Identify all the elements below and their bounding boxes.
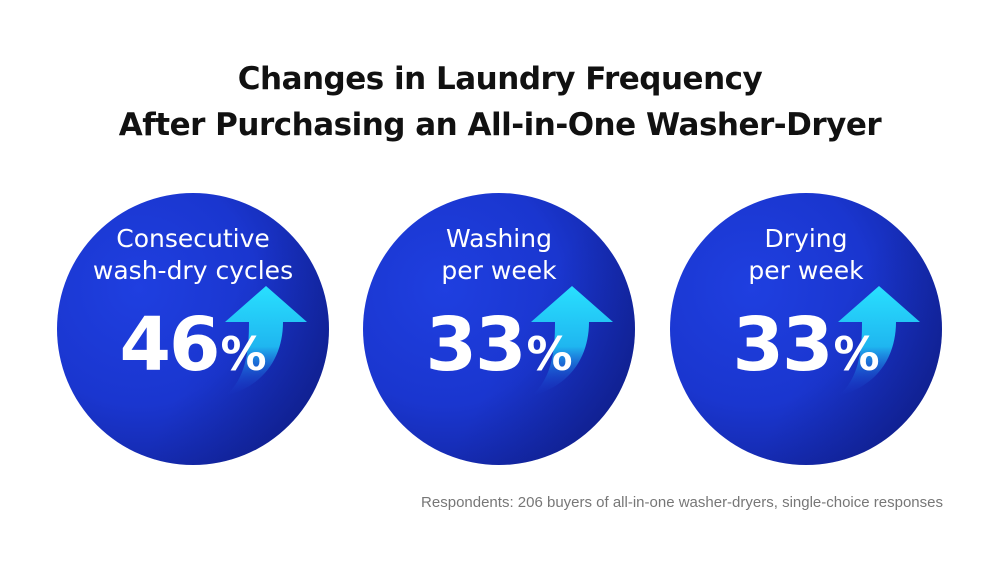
stat-label: Washing per week <box>363 223 635 287</box>
stat-label-line-1: Consecutive <box>116 224 270 253</box>
stat-label-line-2: per week <box>441 256 557 285</box>
stat-value-unit: % <box>526 327 573 381</box>
stat-label: Drying per week <box>670 223 942 287</box>
stat-circle-drying-per-week: Drying per week 33% <box>670 193 942 465</box>
title-line-1: Changes in Laundry Frequency <box>237 61 763 97</box>
stat-value: 33% <box>363 305 635 405</box>
stat-label: Consecutive wash-dry cycles <box>57 223 329 287</box>
up-arrow-icon <box>838 286 920 396</box>
respondents-footnote: Respondents: 206 buyers of all-in-one wa… <box>421 494 943 511</box>
title-line-2: After Purchasing an All-in-One Washer-Dr… <box>118 107 882 143</box>
stat-label-line-2: wash-dry cycles <box>92 256 294 285</box>
stat-circle-washing-per-week: Washing per week 33% <box>363 193 635 465</box>
up-arrow-icon <box>225 286 307 396</box>
stat-value-number: 33 <box>425 302 526 388</box>
stat-value: 33% <box>670 305 942 405</box>
chart-title: Changes in Laundry Frequency After Purch… <box>0 56 1000 148</box>
stat-label-line-1: Washing <box>446 224 552 253</box>
stat-value-unit: % <box>220 327 267 381</box>
stat-label-line-1: Drying <box>764 224 848 253</box>
stat-circle-consecutive-cycles: Consecutive wash-dry cycles 46% <box>57 193 329 465</box>
stat-value: 46% <box>57 305 329 405</box>
stat-value-number: 46 <box>119 302 220 388</box>
stat-value-unit: % <box>833 327 880 381</box>
up-arrow-icon <box>531 286 613 396</box>
stat-label-line-2: per week <box>748 256 864 285</box>
stat-value-number: 33 <box>732 302 833 388</box>
